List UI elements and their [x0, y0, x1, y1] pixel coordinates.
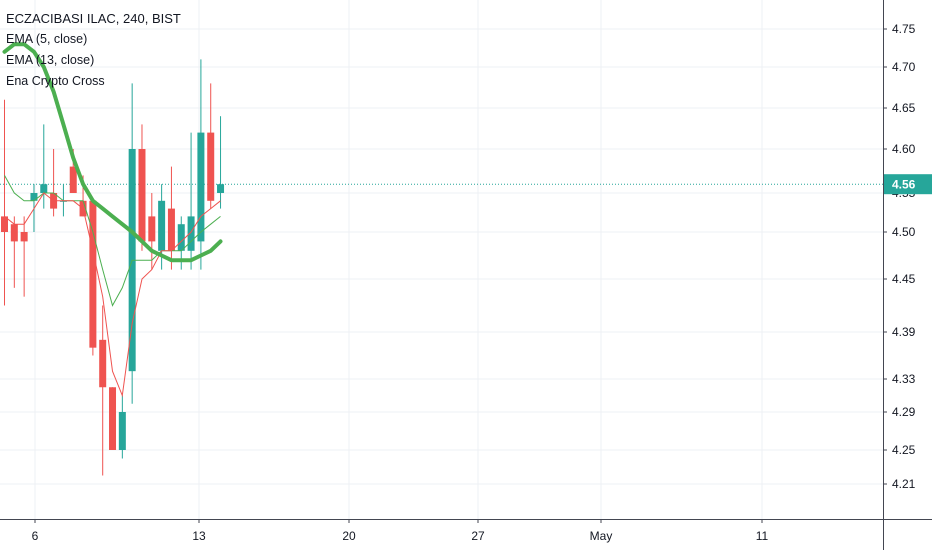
candle[interactable] [10, 216, 18, 288]
x-tick-label: 13 [192, 529, 206, 543]
candle-body [1, 216, 8, 232]
candle[interactable] [40, 124, 48, 209]
candle-body [89, 200, 97, 348]
x-tick-label: May [590, 529, 613, 543]
y-tick-label: 4.33 [892, 372, 916, 386]
y-tick-label: 4.25 [892, 443, 916, 457]
candle-body [10, 224, 18, 242]
candle-body [167, 208, 175, 251]
candle[interactable] [207, 83, 215, 209]
y-tick-label: 4.65 [892, 101, 916, 115]
y-tick-label: 4.60 [892, 142, 916, 156]
candle[interactable] [217, 116, 225, 209]
chart-legend: ECZACIBASI ILAC, 240, BIST EMA (5, close… [6, 8, 181, 92]
candle[interactable] [148, 193, 156, 270]
y-tick-label: 4.50 [892, 225, 916, 239]
legend-ema5[interactable]: EMA (5, close) [6, 32, 88, 46]
plot-area [0, 42, 883, 476]
candle-body [30, 193, 38, 201]
candle-body [197, 132, 205, 242]
candle[interactable] [138, 124, 146, 251]
legend-cross[interactable]: Ena Crypto Cross [6, 74, 105, 88]
crypto-cross-line[interactable] [2, 42, 223, 263]
y-tick-label: 4.70 [892, 60, 916, 74]
x-tick-label: 27 [471, 529, 485, 543]
candle[interactable] [109, 387, 117, 450]
legend-ema13[interactable]: EMA (13, close) [6, 53, 95, 67]
y-tick-label: 4.21 [892, 477, 916, 491]
last-price-badge: 4.56 [884, 174, 932, 195]
candle-body [118, 412, 126, 450]
ema5-line[interactable] [4, 192, 221, 398]
candle-body [148, 216, 156, 242]
symbol-title: ECZACIBASI ILAC, 240, BIST [6, 11, 181, 26]
candle[interactable] [118, 395, 126, 459]
candle-body [138, 149, 146, 242]
y-tick-label: 4.45 [892, 272, 916, 286]
last-price-badge-bg [884, 174, 932, 195]
candle-body [99, 339, 107, 388]
candle[interactable] [128, 83, 136, 404]
candle[interactable] [1, 99, 8, 306]
x-tick-label: 20 [342, 529, 356, 543]
candle-body [40, 184, 48, 193]
candle-body [69, 166, 77, 193]
candle[interactable] [99, 305, 107, 476]
y-tick-label: 4.39 [892, 325, 916, 339]
x-tick-label: 6 [32, 529, 39, 543]
candle[interactable] [167, 166, 175, 270]
candle[interactable] [50, 149, 58, 217]
candle-body [177, 224, 185, 251]
candle[interactable] [187, 132, 195, 270]
candle-body [109, 387, 117, 450]
candle-body [207, 132, 215, 201]
candle[interactable] [197, 59, 205, 270]
last-price-label: 4.56 [892, 178, 916, 192]
candle-body [20, 232, 28, 242]
candle[interactable] [89, 200, 97, 356]
chart-grid [0, 0, 883, 519]
candle-body [187, 216, 195, 251]
candle-body [217, 184, 225, 193]
candle[interactable] [20, 216, 28, 297]
y-tick-label: 4.29 [892, 405, 916, 419]
candle-body [158, 200, 166, 251]
y-tick-label: 4.75 [892, 22, 916, 36]
x-tick-label: 11 [756, 529, 769, 543]
ema13-line[interactable] [4, 175, 221, 307]
